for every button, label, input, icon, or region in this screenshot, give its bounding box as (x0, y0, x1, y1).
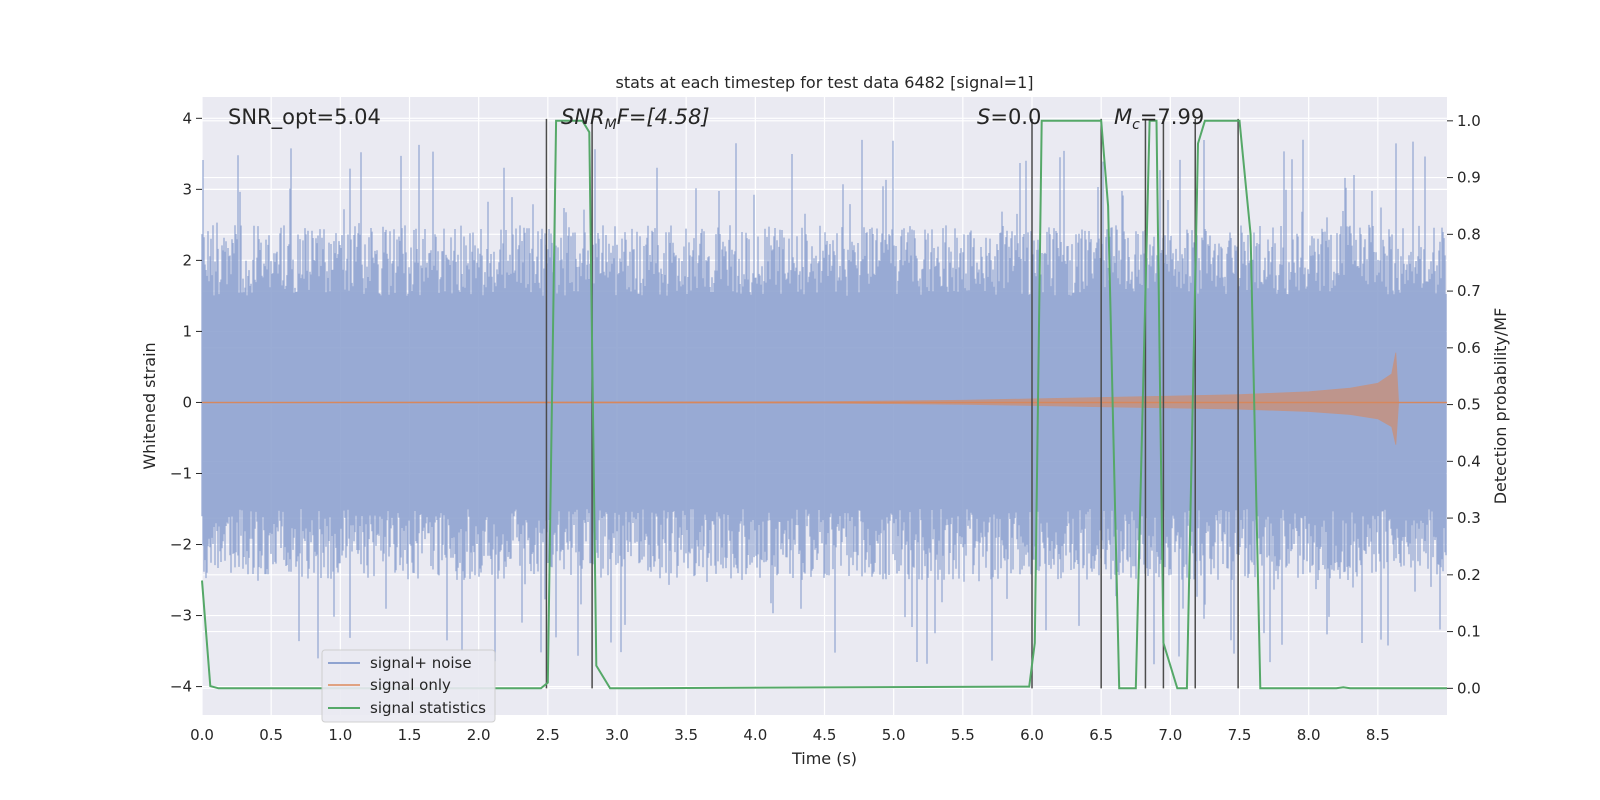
y-right-tick-label: 0.0 (1457, 679, 1481, 697)
x-tick-label: 7.0 (1158, 726, 1182, 744)
x-tick-label: 1.0 (328, 726, 352, 744)
y-left-axis-ticks: 4 3 2 1 0 −1 −2 −3 −4 (170, 109, 202, 696)
y-right-axis-ticks: 1.0 0.9 0.8 0.7 0.6 0.5 0.4 0.3 0.2 0.1 0.0 (1447, 112, 1481, 697)
signal-statistics-series (201, 119, 1447, 690)
y-right-tick-label: 0.4 (1457, 452, 1481, 470)
y-left-tick-label: −3 (170, 607, 192, 625)
y-left-tick-label: −2 (170, 536, 192, 554)
y-left-tick-label: 2 (182, 251, 192, 269)
legend: signal+ noise signal only signal statist… (321, 649, 496, 723)
x-tick-label: 5.5 (951, 726, 975, 744)
signal-statistics-line (201, 119, 1447, 690)
y-left-tick-label: 1 (182, 322, 192, 340)
snr-opt-annotation: SNR_opt=5.04 (228, 105, 381, 130)
y-left-axis-label: Whitened strain (140, 342, 159, 469)
s-var: S (977, 105, 990, 129)
y-right-tick-label: 1.0 (1457, 112, 1481, 130)
s-annotation: S=0.0 (977, 105, 1041, 129)
x-tick-label: 6.0 (1020, 726, 1044, 744)
signal-only-series (201, 352, 1447, 445)
x-tick-label: 3.0 (605, 726, 629, 744)
y-right-tick-label: 0.9 (1457, 169, 1481, 187)
s-rest: =0.0 (990, 105, 1041, 129)
chart-title: stats at each timestep for test data 648… (615, 73, 1033, 92)
y-left-tick-label: 0 (182, 393, 192, 411)
y-right-tick-label: 0.3 (1457, 509, 1481, 527)
x-axis-ticks: 0.0 0.5 1.0 1.5 2.0 2.5 3.0 3.5 4.0 4.5 5.0 5.5 6.0 6… (190, 726, 1390, 744)
x-tick-label: 2.5 (536, 726, 560, 744)
legend-label-signal: signal only (370, 676, 451, 694)
snr-mf-sub: M (605, 117, 617, 133)
signal-only-envelope (201, 352, 1447, 445)
y-right-tick-label: 0.8 (1457, 225, 1481, 243)
x-tick-label: 0.0 (190, 726, 214, 744)
y-left-tick-label: −4 (170, 678, 192, 696)
x-tick-label: 8.0 (1297, 726, 1321, 744)
y-left-tick-label: −1 (170, 464, 192, 482)
mc-annotation: Mc=7.99 (1114, 105, 1204, 133)
x-tick-label: 6.5 (1089, 726, 1113, 744)
x-tick-label: 5.0 (882, 726, 906, 744)
mc-base: M (1114, 105, 1132, 129)
snr-mf-rest: F=[4.58] (617, 105, 710, 129)
x-axis-label: Time (s) (791, 749, 857, 768)
snr-mf-base: SNR (561, 105, 605, 129)
x-tick-label: 3.5 (674, 726, 698, 744)
legend-box (321, 649, 496, 723)
mc-sub: c (1132, 117, 1140, 133)
y-right-tick-label: 0.7 (1457, 282, 1481, 300)
y-right-tick-label: 0.6 (1457, 339, 1481, 357)
legend-label-stats: signal statistics (370, 699, 486, 717)
y-right-tick-label: 0.2 (1457, 566, 1481, 584)
y-left-tick-label: 3 (182, 180, 192, 198)
y-left-tick-label: 4 (182, 109, 192, 127)
snr-mf-annotation: SNRMF=[4.58] (561, 105, 710, 133)
x-tick-label: 7.5 (1228, 726, 1252, 744)
y-right-axis-label: Detection probability/MF (1491, 308, 1510, 505)
x-tick-label: 0.5 (259, 726, 283, 744)
y-right-tick-label: 0.1 (1457, 623, 1481, 641)
mc-rest: =7.99 (1140, 105, 1204, 129)
x-tick-label: 2.0 (467, 726, 491, 744)
x-tick-label: 4.5 (813, 726, 837, 744)
x-tick-label: 8.5 (1366, 726, 1390, 744)
legend-label-noise: signal+ noise (370, 654, 472, 672)
y-right-tick-label: 0.5 (1457, 396, 1481, 414)
x-tick-label: 4.0 (743, 726, 767, 744)
x-tick-label: 1.5 (398, 726, 422, 744)
